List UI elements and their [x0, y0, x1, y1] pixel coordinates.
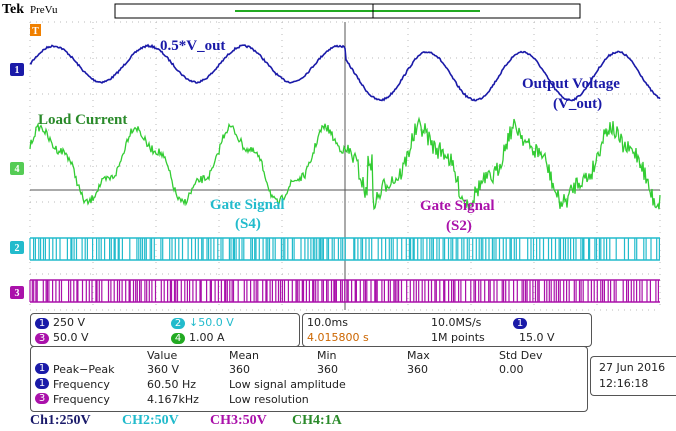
time: 12:16:18: [599, 377, 648, 390]
mode: PreVu: [30, 4, 58, 16]
annotation: (V_out): [553, 96, 602, 112]
datetime: 27 Jun 2016 12:16:18: [590, 356, 676, 396]
annotation: Load Current: [38, 112, 127, 128]
channel-readout: 1 250 V 3 50.0 V 2 ↓50.0 V 4 1.00 A: [30, 313, 300, 347]
ch3-wave: [30, 280, 658, 302]
ch-scale: 250 V: [53, 316, 85, 329]
position: 4.015800 s: [307, 331, 369, 344]
ch-scale: ↓50.0 V: [189, 316, 234, 329]
column-header: Max: [407, 349, 430, 362]
annotation: Gate Signal: [420, 198, 495, 214]
measurement-value: 0.00: [499, 363, 524, 376]
footer-label: CH3:50V: [210, 413, 267, 429]
brand: Tek: [2, 2, 24, 17]
footer-label: Ch1:250V: [30, 413, 91, 429]
footer-label: CH2:50V: [122, 413, 179, 429]
ch3-label: 3: [15, 288, 20, 299]
column-header: Std Dev: [499, 349, 543, 362]
measurement-name: Frequency: [53, 393, 110, 406]
measurement-value: Low resolution: [229, 393, 309, 406]
page: Tek PreVu T 1 4 2 3 0.5*V_out Load Curre…: [0, 0, 676, 431]
ch-scale: 50.0 V: [53, 331, 89, 344]
ch-badge: 3: [35, 393, 49, 404]
ch-badge: 3: [35, 333, 49, 344]
annotation: 0.5*V_out: [160, 38, 225, 54]
trigger-label: T: [32, 26, 39, 37]
ch-badge: 1: [35, 378, 49, 389]
ch1-label: 1: [15, 65, 20, 76]
measurement-value: 360 V: [147, 363, 179, 376]
scope-screen: Tek PreVu T 1 4 2 3 0.5*V_out Load Curre…: [0, 0, 676, 312]
measurement-value: Low signal amplitude: [229, 378, 346, 391]
timebase: 10.0ms: [307, 316, 348, 329]
ch-scale: 1.00 A: [189, 331, 225, 344]
ch2-label: 2: [15, 243, 20, 254]
annotation: Output Voltage: [522, 76, 620, 92]
annotation: (S2): [446, 218, 472, 234]
ch-badge: 1: [35, 318, 49, 329]
measurement-value: 360: [229, 363, 250, 376]
measurement-value: 360: [317, 363, 338, 376]
date: 27 Jun 2016: [599, 361, 665, 374]
ch-badge: 2: [171, 318, 185, 329]
annotation: (S4): [235, 216, 261, 232]
column-header: Min: [317, 349, 337, 362]
footer-label: CH4:1A: [292, 413, 342, 429]
measurement-name: Peak−Peak: [53, 363, 114, 376]
trigger-source: 1: [513, 318, 527, 329]
record-length: 1M points: [431, 331, 485, 344]
column-header: Mean: [229, 349, 259, 362]
column-header: Value: [147, 349, 177, 362]
ch2-wave: [30, 238, 659, 260]
measurement-name: Frequency: [53, 378, 110, 391]
ch-badge: 4: [171, 333, 185, 344]
annotation: Gate Signal: [210, 197, 285, 213]
measurement-value: 360: [407, 363, 428, 376]
trigger-level: 15.0 V: [519, 331, 555, 344]
ch4-label: 4: [15, 164, 20, 175]
measurement-value: 4.167kHz: [147, 393, 199, 406]
measurement-value: 60.50 Hz: [147, 378, 196, 391]
ch-badge: 1: [35, 363, 49, 374]
timebase-readout: 10.0ms 4.015800 s 10.0MS/s 1M points 1 1…: [302, 313, 592, 347]
sample-rate: 10.0MS/s: [431, 316, 481, 329]
